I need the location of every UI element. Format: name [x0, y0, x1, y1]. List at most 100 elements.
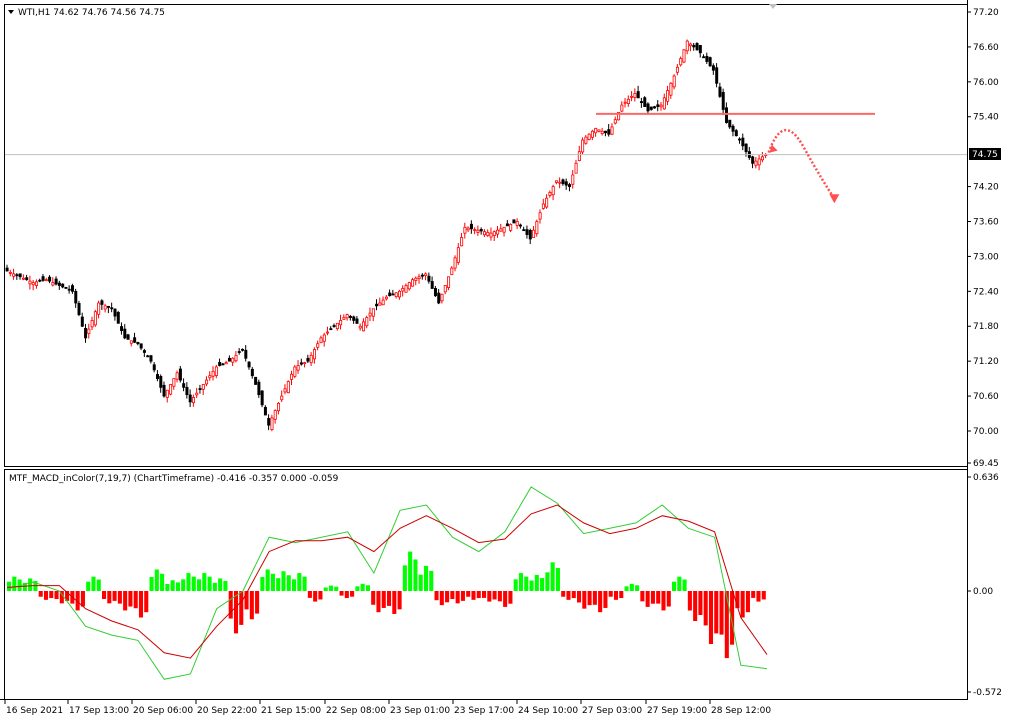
histogram-bar: [376, 591, 381, 613]
candle-body: [649, 106, 653, 110]
histogram-bar: [75, 591, 80, 611]
candle-body: [623, 101, 627, 104]
histogram-bar: [307, 591, 312, 598]
candlestick-series: [5, 39, 768, 432]
candle-body: [54, 278, 58, 285]
candle-body: [541, 203, 545, 209]
time-tick-label: 22 Sep 08:00: [326, 706, 386, 716]
candle-body: [31, 282, 35, 286]
candle-body: [466, 227, 470, 231]
candle-body: [636, 91, 640, 99]
histogram-bar: [482, 591, 487, 598]
dropdown-triangle-icon[interactable]: [8, 10, 14, 14]
histogram-bar: [276, 578, 281, 591]
macd-axis-labels: 0.636 0.00 -0.572: [967, 473, 1002, 698]
candle-body: [71, 285, 75, 292]
candle-body: [427, 275, 431, 282]
candle-body: [666, 90, 670, 102]
time-axis-labels: 16 Sep 2021 17 Sep 13:00 20 Sep 06:00 20 Se…: [4, 700, 771, 716]
candle-body: [597, 129, 601, 132]
candle-body: [198, 388, 202, 391]
histogram-bar: [239, 591, 244, 625]
candle-body: [718, 86, 722, 97]
candle-body: [234, 354, 238, 362]
candle-body: [329, 328, 333, 331]
candle-body: [600, 130, 604, 135]
shift-marker-icon[interactable]: [769, 4, 777, 9]
candle-body: [532, 229, 536, 238]
candle-body: [499, 228, 503, 232]
candle-body: [433, 288, 437, 297]
candle-body: [738, 138, 742, 141]
histogram-bar: [650, 591, 655, 604]
candle-body: [391, 293, 395, 296]
histogram-bar: [471, 591, 476, 600]
price-tick-label: 76.60: [973, 43, 999, 53]
candle-body: [528, 230, 532, 240]
candle-body: [113, 308, 117, 317]
candle-body: [362, 321, 366, 332]
candle-body: [208, 375, 212, 379]
candle-body: [548, 191, 552, 196]
histogram-bar: [38, 591, 43, 597]
histogram-bar: [334, 586, 339, 591]
histogram-bar: [708, 591, 714, 644]
histogram-bar: [160, 573, 165, 591]
candle-body: [558, 181, 562, 184]
candle-body: [342, 317, 346, 320]
histogram-bar: [165, 584, 170, 591]
price-tick-label: 74.20: [973, 183, 999, 193]
price-axis-labels: 77.20 76.60 76.00 75.40 74.20 73.60 73.00 72.40…: [967, 8, 999, 469]
price-tick-label: 73.60: [973, 217, 999, 227]
candle-body: [695, 43, 699, 51]
candle-body: [443, 285, 447, 293]
candle-body: [339, 320, 343, 326]
candle-body: [244, 349, 248, 359]
histogram-bar: [197, 579, 202, 591]
candle-body: [214, 366, 218, 376]
candle-body: [492, 231, 496, 236]
candle-body: [64, 287, 68, 289]
histogram-bar: [745, 591, 750, 613]
candle-body: [267, 418, 271, 426]
histogram-bar: [666, 591, 671, 607]
candle-body: [617, 111, 621, 121]
histogram-bar: [756, 591, 761, 602]
histogram-bar: [202, 573, 207, 591]
time-tick-label: 24 Sep 10:00: [518, 706, 578, 716]
candle-body: [731, 125, 735, 132]
candle-body: [607, 129, 611, 135]
histogram-bar: [102, 591, 107, 600]
candle-body: [397, 290, 401, 298]
histogram-bar: [629, 583, 634, 591]
macd-pane-frame: [4, 469, 968, 700]
histogram-bar: [751, 591, 756, 598]
candle-body: [5, 267, 9, 272]
histogram-bar: [561, 591, 566, 597]
arrow-head-down: [829, 194, 840, 204]
candle-body: [162, 384, 166, 397]
candle-body: [152, 364, 156, 371]
candle-body: [205, 379, 209, 385]
histogram-bar: [508, 591, 513, 604]
candle-body: [77, 303, 81, 316]
candle-body: [283, 388, 287, 393]
candle-body: [672, 75, 676, 88]
histogram-bar: [112, 591, 117, 601]
candle-body: [182, 383, 186, 388]
candle-body: [97, 302, 101, 315]
candle-body: [371, 308, 375, 317]
candle-body: [407, 282, 411, 290]
candle-body: [447, 276, 451, 288]
histogram-bar: [318, 591, 323, 600]
candle-body: [460, 237, 464, 247]
candle-body: [312, 349, 316, 360]
histogram-bar: [154, 569, 159, 591]
candle-body: [38, 279, 42, 282]
candle-body: [656, 104, 660, 107]
histogram-bar: [698, 591, 703, 616]
candle-body: [469, 223, 473, 230]
histogram-bar: [270, 573, 275, 591]
candle-body: [358, 325, 362, 329]
